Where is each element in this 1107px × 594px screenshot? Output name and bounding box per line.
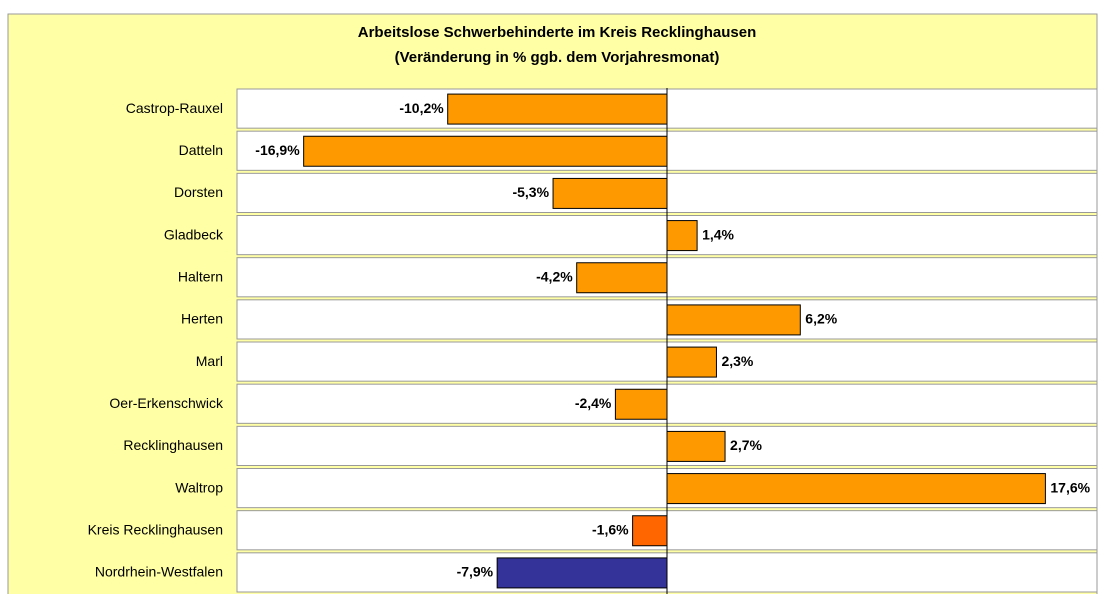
category-label: Oer-Erkenschwick [109,395,224,411]
category-label: Kreis Recklinghausen [88,521,223,537]
bar [614,388,668,420]
category-label: Haltern [178,268,223,284]
bar [666,430,726,462]
category-label: Nordrhein-Westfalen [95,564,223,580]
bar [666,346,717,378]
category-label: Gladbeck [164,226,224,242]
value-label: -16,9% [255,142,300,158]
bar [666,304,801,336]
bar [496,557,668,589]
value-label: 1,4% [702,226,734,242]
bar [666,220,698,252]
value-label: 2,3% [721,353,753,369]
bar [303,135,668,167]
category-label: Datteln [179,142,223,158]
bar [576,262,668,294]
category-label: Castrop-Rauxel [126,100,223,116]
value-label: 2,7% [730,437,762,453]
category-label: Marl [196,353,223,369]
bar [632,515,668,547]
category-label: Waltrop [175,479,223,495]
chart-title: Arbeitslose Schwerbehinderte im Kreis Re… [358,24,756,41]
value-label: -4,2% [536,268,573,284]
bar [666,473,1046,505]
value-label: -5,3% [512,184,549,200]
value-label: -10,2% [399,100,444,116]
bar [447,93,668,125]
value-label: 6,2% [805,311,837,327]
category-label: Dorsten [174,184,223,200]
value-label: -7,9% [457,564,494,580]
value-label: -2,4% [575,395,612,411]
bar [552,177,668,209]
chart-subtitle: (Veränderung in % ggb. dem Vorjahresmona… [395,49,720,66]
value-label: -1,6% [592,521,629,537]
value-label: 17,6% [1050,479,1090,495]
category-label: Recklinghausen [123,437,223,453]
category-label: Herten [181,311,223,327]
